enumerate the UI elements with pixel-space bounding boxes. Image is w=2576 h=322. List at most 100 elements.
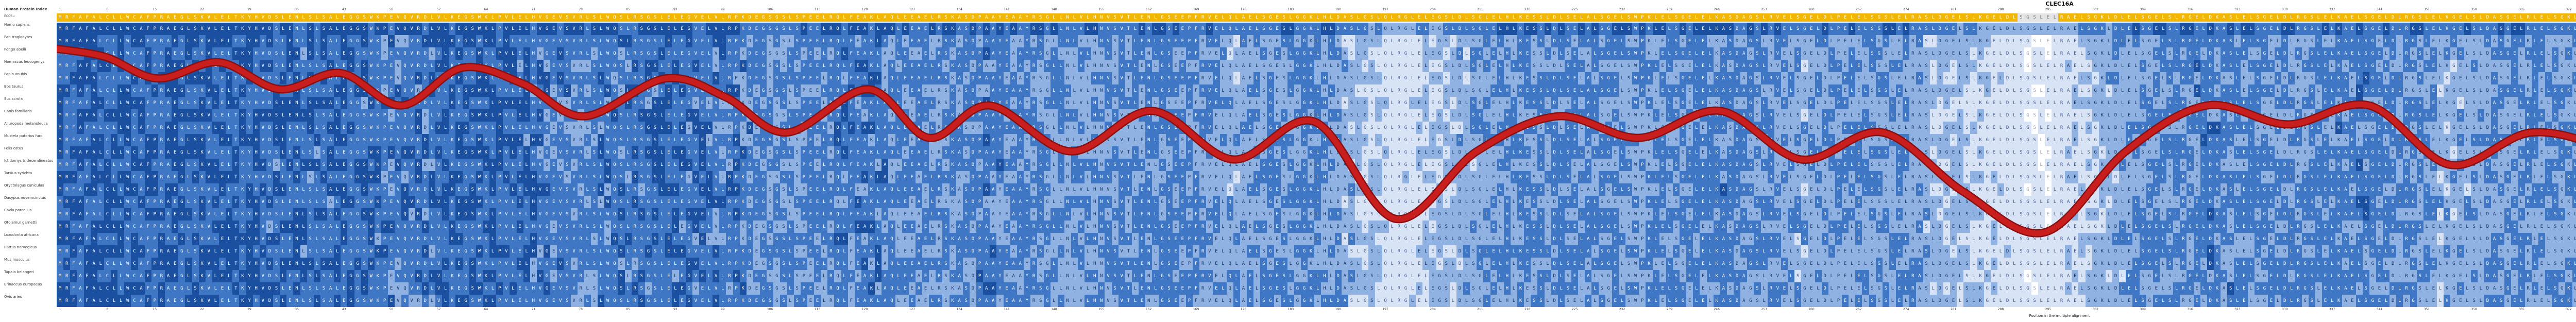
residue-cell: E	[1950, 72, 1957, 84]
residue-cell: E	[2511, 84, 2518, 97]
residue-cell: S	[2416, 47, 2424, 60]
residue-cell: E	[1808, 47, 1815, 60]
residue-cell: L	[489, 97, 497, 109]
residue-cell: S	[618, 97, 625, 109]
residue-cell: E	[1429, 72, 1436, 84]
residue-cell: S	[618, 84, 625, 97]
consensus-cell: G	[1402, 13, 1409, 22]
residue-cell: R	[1030, 60, 1038, 72]
residue-cell: L	[442, 23, 449, 35]
residue-cell: G	[178, 72, 185, 84]
residue-cell: E	[1247, 23, 1254, 35]
residue-cell: L	[510, 60, 517, 72]
residue-cell: K	[2565, 23, 2572, 35]
consensus-cell: L	[821, 13, 828, 22]
residue-cell: F	[848, 97, 855, 109]
residue-cell: E	[2153, 72, 2160, 84]
consensus-cell: V	[1118, 13, 1125, 22]
residue-cell: G	[1402, 23, 1409, 35]
residue-cell: Q	[888, 47, 895, 60]
residue-cell: A	[327, 23, 334, 35]
residue-cell: L	[1618, 35, 1625, 47]
residue-cell: R	[936, 35, 943, 47]
residue-cell: S	[1537, 60, 1545, 72]
residue-cell: L	[1652, 72, 1659, 84]
residue-cell: E	[341, 23, 348, 35]
residue-cell: E	[1855, 97, 1862, 109]
residue-cell: G	[1362, 97, 1369, 109]
residue-cell: T	[1125, 23, 1132, 35]
residue-cell: L	[821, 35, 828, 47]
residue-cell: V	[536, 109, 544, 122]
residue-cell: E	[550, 84, 557, 97]
residue-cell: G	[773, 47, 781, 60]
residue-cell: Q	[611, 47, 618, 60]
residue-cell: F	[83, 109, 91, 122]
residue-cell: E	[1274, 97, 1281, 109]
residue-cell: L	[1233, 47, 1240, 60]
residue-cell: G	[2146, 84, 2153, 97]
residue-cell: L	[1788, 47, 1795, 60]
residue-cell: G	[2187, 60, 2194, 72]
residue-cell: V	[713, 97, 720, 109]
residue-cell: L	[442, 109, 449, 122]
residue-cell: G	[178, 23, 185, 35]
consensus-cell: H	[530, 13, 537, 22]
residue-cell: V	[713, 84, 720, 97]
residue-cell: A	[165, 72, 172, 84]
consensus-cell: L	[1815, 13, 1822, 22]
ruler-tick-label: 316	[2187, 8, 2193, 11]
consensus-cell: V	[692, 13, 699, 22]
residue-cell: S	[2227, 35, 2234, 47]
residue-cell: D	[746, 35, 753, 47]
residue-cell: G	[685, 35, 692, 47]
residue-cell: E	[2538, 23, 2545, 35]
residue-cell: E	[1003, 60, 1010, 72]
residue-cell: G	[2024, 97, 2031, 109]
residue-cell: K	[239, 60, 246, 72]
residue-cell: C	[131, 23, 138, 35]
residue-cell: R	[158, 47, 165, 60]
residue-cell: K	[1517, 47, 1524, 60]
residue-cell: A	[2065, 60, 2072, 72]
residue-cell: V	[1105, 72, 1112, 84]
residue-cell: D	[421, 60, 429, 72]
residue-cell: L	[2078, 23, 2086, 35]
residue-cell: D	[1821, 84, 1828, 97]
residue-cell: M	[57, 84, 64, 97]
residue-cell: K	[949, 60, 956, 72]
residue-cell: L	[929, 60, 936, 72]
residue-cell: S	[2362, 84, 2369, 97]
residue-cell: G	[1605, 97, 1612, 109]
residue-cell: L	[2038, 97, 2045, 109]
residue-cell: G	[1159, 47, 1166, 60]
consensus-cell: R	[1030, 13, 1038, 22]
residue-cell: L	[1314, 23, 1321, 35]
residue-cell: L	[1929, 35, 1937, 47]
residue-cell: E	[2193, 47, 2200, 60]
residue-cell: L	[1578, 23, 1585, 35]
residue-cell: T	[1125, 97, 1132, 109]
residue-cell: E	[1172, 60, 1179, 72]
residue-cell: V	[557, 109, 564, 122]
residue-cell: G	[645, 23, 652, 35]
residue-cell: S	[1754, 84, 1761, 97]
residue-cell: L	[117, 60, 125, 72]
residue-cell: G	[2261, 47, 2268, 60]
consensus-cell: S	[273, 13, 280, 22]
residue-cell: G	[1984, 23, 1991, 35]
residue-cell: G	[1362, 84, 1369, 97]
residue-cell: L	[2275, 47, 2282, 60]
residue-cell: P	[381, 35, 388, 47]
residue-cell: P	[800, 35, 807, 47]
residue-cell: V	[713, 72, 720, 84]
residue-cell: S	[962, 23, 970, 35]
residue-cell: L	[598, 84, 605, 97]
residue-cell: A	[882, 97, 889, 109]
residue-cell: D	[2207, 35, 2214, 47]
residue-cell: D	[2112, 23, 2120, 35]
residue-cell: V	[1774, 97, 1781, 109]
residue-cell: V	[1077, 35, 1084, 47]
residue-cell: L	[895, 47, 902, 60]
